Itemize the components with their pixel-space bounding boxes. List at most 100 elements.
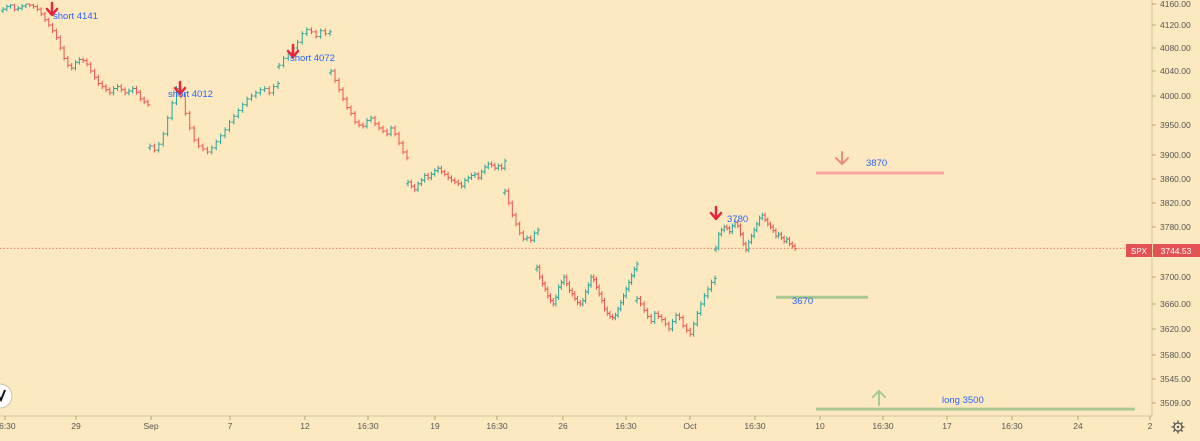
ohlc-bar [4,4,9,12]
time-tick-label: 16:30 [1001,421,1023,431]
current-price-label: 3744.53 [1161,246,1192,256]
price-tag: SPX 3744.53 [1126,244,1200,257]
price-tick-label: 4000.00 [1160,91,1191,101]
ohlc-bar [635,261,639,272]
price-level-label: 3870 [866,158,887,169]
ohlc-bar [503,158,507,171]
ohlc-bar [84,58,89,67]
tradingview-logo[interactable] [0,383,13,409]
ohlc-bar [271,84,276,96]
ohlc-bar [196,137,201,149]
ohlc-bar [361,122,365,129]
ohlc-bar [397,131,401,146]
ohlc-bar [104,84,109,93]
ohlc-bar [357,119,361,128]
ohlc-bar [713,275,717,286]
annotations-layer: short 4141 short 4012 short 4072 3780 [45,1,748,225]
ohlc-bar [134,86,139,95]
ohlc-bar [373,115,377,127]
ohlc-bar [323,28,328,36]
time-axis[interactable]: 16:30 29 Sep 7 12 16:30 19 16:30 26 16:30 Oct 16:30… [0,416,1153,431]
ohlc-bar [401,140,405,155]
ohlc-bar [130,86,135,94]
ohlc-bar [329,68,333,76]
time-tick-label: 26 [558,421,568,431]
ohlc-bar [39,7,44,17]
price-tick-label: 3780.00 [1160,222,1191,232]
ohlc-bar [385,128,389,137]
short-signal-label: short 4012 [168,89,213,100]
time-tick-label: 29 [71,421,81,431]
price-tick-label: 3509.00 [1160,398,1191,408]
down-arrow-icon [709,205,723,221]
ohlc-bar [276,81,280,90]
ohlc-bar [111,86,116,96]
ohlc-bar [405,149,409,161]
ohlc-bar [223,127,228,139]
ohlc-bar [54,28,59,40]
time-tick-label: 12 [300,421,310,431]
ohlc-bar [81,57,86,63]
ohlc-bar [262,86,267,93]
price-level-label: long 3500 [942,395,984,406]
ohlc-bar [96,74,101,86]
time-tick-label: 24 [1073,421,1083,431]
time-tick-label: 10 [815,421,825,431]
ohlc-bar [126,88,131,96]
price-tick-label: 3950.00 [1160,120,1191,130]
ohlc-bar [281,56,286,68]
ohlc-bar [318,28,323,39]
short-signal: short 4072 [286,43,335,64]
ohlc-bar [200,143,205,152]
ohlc-bar [231,113,236,125]
ohlc-bars [1,3,797,337]
ohlc-bar [309,27,314,35]
price-tick-label: 4040.00 [1160,66,1191,76]
logo-badge-icon [0,383,13,409]
ohlc-bar [27,3,32,8]
ohlc-bar [12,4,17,12]
ohlc-bar [8,4,13,9]
ohlc-bar [393,125,397,137]
settings-gear-icon[interactable] [1171,420,1185,434]
ohlc-bar [115,84,120,91]
ohlc-bar [88,61,93,74]
price-tick-label: 4160.00 [1160,0,1191,9]
time-tick-label: 17 [942,421,952,431]
ohlc-bar [35,4,40,12]
down-arrow-icon [45,1,59,17]
ohlc-bar [353,111,357,125]
price-level-label: 3670 [792,296,813,307]
ohlc-bar [218,133,223,145]
ohlc-bar [377,121,381,131]
ohlc-bar [214,139,219,151]
ohlc-bar [65,56,70,68]
ohlc-bar [165,115,170,137]
ohlc-bar [161,131,166,147]
time-tick-label: 16:30 [0,421,16,431]
time-tick-label: 16:30 [486,421,508,431]
ohlc-bar [42,11,47,22]
time-tick-label: 19 [430,421,440,431]
price-level-support: long 3500 [816,389,1135,411]
ohlc-bar [192,125,197,143]
time-tick-label: 7 [228,421,233,431]
ohlc-bar [328,29,332,36]
short-signal-label: short 4072 [290,53,335,64]
time-tick-label: 16:30 [872,421,894,431]
ohlc-bar [62,45,67,61]
logo-glyph-icon [0,389,6,403]
price-tick-label: 3820.00 [1160,198,1191,208]
ohlc-bar [267,86,272,96]
short-signal: short 4141 [45,1,98,22]
ohlc-bar [77,57,82,65]
ohlc-bar [187,111,192,131]
ohlc-bar [46,17,51,28]
symbol-label: SPX [1131,247,1148,256]
ohlc-bar [349,105,353,116]
ohlc-bar [1,7,5,13]
ohlc-bar [304,27,309,36]
price-axis[interactable]: 4160.00 4120.00 4080.00 4040.00 4000.00 3950.… [1152,0,1191,408]
price-tick-label: 4080.00 [1160,43,1191,53]
